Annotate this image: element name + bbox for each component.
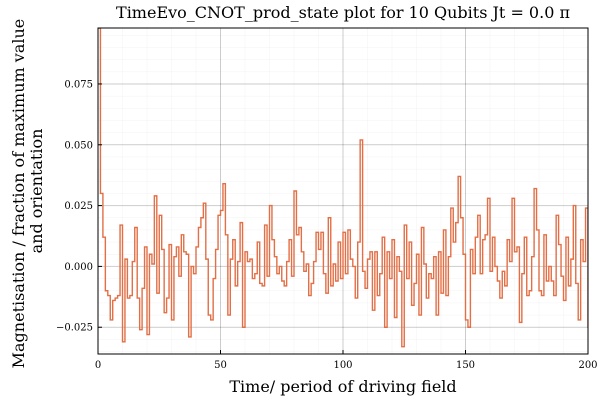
y-tick-label: 0.050 [64, 140, 93, 151]
minor-grid [97, 28, 589, 354]
y-axis-label: Magnetisation / fraction of maximum valu… [9, 14, 46, 369]
series-layer [98, 28, 588, 348]
x-tick-label: 50 [214, 360, 227, 371]
x-tick-labels: 0 50 100 150 200 [95, 360, 598, 371]
ticks [97, 83, 589, 354]
x-tick-label: 100 [333, 360, 352, 371]
chart-title: TimeEvo_CNOT_prod_state plot for 10 Qubi… [116, 3, 570, 22]
y-tick-label: 0.000 [64, 262, 93, 273]
y-tick-label: 0.075 [64, 79, 93, 90]
y-tick-label: 0.025 [64, 201, 93, 212]
y-tick-labels: −0.025 0.000 0.025 0.050 0.075 [56, 79, 93, 333]
x-tick-label: 150 [456, 360, 475, 371]
y-axis-label-line-1: Magnetisation / fraction of maximum valu… [9, 19, 28, 369]
x-tick-label: 200 [578, 360, 597, 371]
y-axis-label-line-2: and orientation [27, 129, 46, 254]
x-axis-label: Time/ period of driving field [229, 377, 456, 396]
y-tick-label: −0.025 [56, 323, 93, 334]
x-tick-label: 0 [95, 360, 101, 371]
y-axis-label-group: Magnetisation / fraction of maximum valu… [9, 14, 46, 369]
series-line-0 [98, 28, 588, 348]
